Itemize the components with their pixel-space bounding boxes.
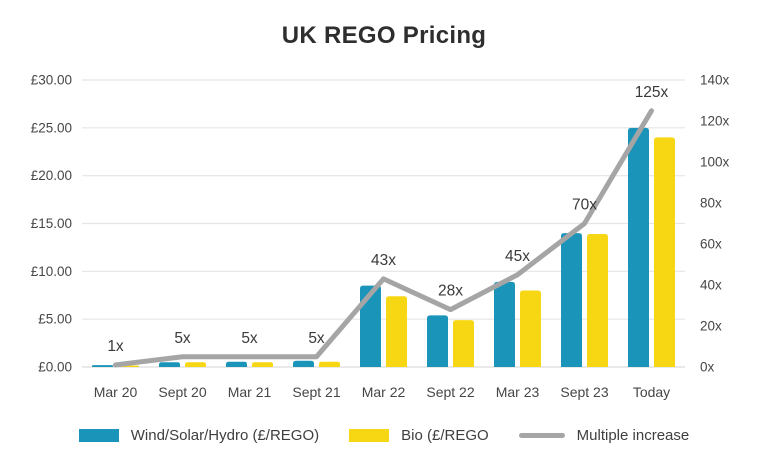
x-axis-category-label: Mar 23 xyxy=(496,384,540,400)
bar-bio xyxy=(453,320,474,367)
x-axis-category-label: Sept 20 xyxy=(158,384,206,400)
bar-wind-solar-hydro xyxy=(561,233,582,367)
bar-bio xyxy=(654,137,675,367)
left-axis-tick-label: £20.00 xyxy=(31,168,72,183)
bar-wind-solar-hydro xyxy=(427,315,448,367)
legend-label-bio: Bio (£/REGO xyxy=(401,427,489,444)
legend-label-multiple-increase: Multiple increase xyxy=(576,427,690,444)
bar-wind-solar-hydro xyxy=(360,285,381,367)
chart-legend: Wind/Solar/Hydro (£/REGO) Bio (£/REGO Mu… xyxy=(0,427,768,444)
line-value-label: 5x xyxy=(174,330,191,347)
left-axis-tick-label: £15.00 xyxy=(31,216,72,231)
legend-item-wind-solar-hydro: Wind/Solar/Hydro (£/REGO) xyxy=(78,427,320,444)
line-value-label: 43x xyxy=(371,252,396,269)
line-value-label: 125x xyxy=(635,84,669,101)
right-axis-tick-label: 100x xyxy=(700,155,730,170)
legend-label-wind-solar-hydro: Wind/Solar/Hydro (£/REGO) xyxy=(130,427,320,444)
rego-pricing-chart: £30.00 £25.00 £20.00 £15.00 £10.00 £5.00 £0.00… xyxy=(31,73,730,401)
x-axis-category-label: Sept 23 xyxy=(560,384,608,400)
left-axis-tick-label: £30.00 xyxy=(31,73,72,88)
right-axis-tick-label: 140x xyxy=(700,73,730,88)
bar-wind-solar-hydro xyxy=(159,362,180,367)
right-axis-tick-label: 60x xyxy=(700,237,722,252)
line-value-label: 45x xyxy=(505,248,530,265)
right-axis-tick-label: 120x xyxy=(700,114,730,129)
left-axis-tick-label: £0.00 xyxy=(38,360,72,375)
legend-swatch-bio xyxy=(349,429,390,442)
line-value-label: 70x xyxy=(572,197,597,214)
right-axis-tick-label: 20x xyxy=(700,319,722,334)
x-axis-category-label: Mar 22 xyxy=(362,384,406,400)
line-value-label: 5x xyxy=(308,330,325,347)
line-value-label: 5x xyxy=(241,330,258,347)
legend-swatch-multiple-increase-line xyxy=(518,433,565,438)
bar-bio xyxy=(252,362,273,367)
bar-wind-solar-hydro xyxy=(92,365,113,367)
bar-wind-solar-hydro xyxy=(226,361,247,367)
bar-wind-solar-hydro xyxy=(293,360,314,367)
left-axis-tick-label: £25.00 xyxy=(31,120,72,135)
bar-bio xyxy=(587,234,608,367)
left-axis-tick-label: £10.00 xyxy=(31,264,72,279)
x-axis-category-label: Mar 20 xyxy=(94,384,138,400)
line-value-label: 1x xyxy=(107,338,124,355)
bar-bio xyxy=(319,361,340,367)
x-axis-category-label: Sept 21 xyxy=(292,384,340,400)
bar-wind-solar-hydro xyxy=(628,127,649,367)
chart-title: UK REGO Pricing xyxy=(281,22,487,49)
legend-item-bio: Bio (£/REGO xyxy=(349,427,489,444)
bar-bio xyxy=(386,296,407,367)
right-axis-tick-label: 0x xyxy=(700,360,715,375)
x-axis-category-label: Sept 22 xyxy=(426,384,474,400)
legend-swatch-wind-solar-hydro xyxy=(78,429,119,442)
line-value-label: 28x xyxy=(438,283,463,300)
bar-bio xyxy=(520,290,541,367)
multiple-increase-line xyxy=(113,108,654,368)
bar-wind-solar-hydro xyxy=(494,281,515,367)
legend-item-multiple-increase: Multiple increase xyxy=(518,427,690,444)
right-axis-tick-label: 80x xyxy=(700,196,722,211)
left-axis-tick-label: £5.00 xyxy=(38,312,72,327)
right-axis-tick-label: 40x xyxy=(700,278,722,293)
x-axis-category-label: Mar 21 xyxy=(228,384,272,400)
bar-bio xyxy=(185,362,206,367)
x-axis-category-label: Today xyxy=(633,384,670,400)
